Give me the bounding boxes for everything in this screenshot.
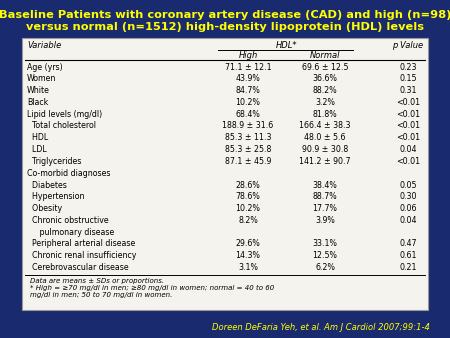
Text: 87.1 ± 45.9: 87.1 ± 45.9 bbox=[225, 157, 271, 166]
Text: White: White bbox=[27, 86, 50, 95]
Text: Black: Black bbox=[27, 98, 48, 107]
Text: 141.2 ± 90.7: 141.2 ± 90.7 bbox=[299, 157, 351, 166]
Text: HDL: HDL bbox=[27, 133, 48, 142]
Text: 69.6 ± 12.5: 69.6 ± 12.5 bbox=[302, 63, 348, 72]
Text: Chronic renal insufficiency: Chronic renal insufficiency bbox=[27, 251, 136, 260]
Text: 0.47: 0.47 bbox=[399, 240, 417, 248]
Text: 10.2%: 10.2% bbox=[235, 204, 261, 213]
Text: Co-morbid diagnoses: Co-morbid diagnoses bbox=[27, 169, 111, 178]
Text: 84.7%: 84.7% bbox=[236, 86, 261, 95]
Text: 3.9%: 3.9% bbox=[315, 216, 335, 225]
Text: 0.04: 0.04 bbox=[399, 145, 417, 154]
Text: 0.31: 0.31 bbox=[399, 86, 417, 95]
Text: 0.15: 0.15 bbox=[399, 74, 417, 83]
Text: mg/dl in men; 50 to 70 mg/dl in women.: mg/dl in men; 50 to 70 mg/dl in women. bbox=[30, 292, 172, 298]
Text: Baseline Patients with coronary artery disease (CAD) and high (n=98): Baseline Patients with coronary artery d… bbox=[0, 10, 450, 20]
Text: 85.3 ± 11.3: 85.3 ± 11.3 bbox=[225, 133, 271, 142]
Text: 68.4%: 68.4% bbox=[236, 110, 261, 119]
Text: 12.5%: 12.5% bbox=[313, 251, 338, 260]
Text: Data are means ± SDs or proportions.: Data are means ± SDs or proportions. bbox=[30, 277, 164, 284]
Text: <0.01: <0.01 bbox=[396, 110, 420, 119]
Text: 3.2%: 3.2% bbox=[315, 98, 335, 107]
Text: Cerebrovascular disease: Cerebrovascular disease bbox=[27, 263, 129, 272]
Text: 0.30: 0.30 bbox=[399, 192, 417, 201]
Text: 78.6%: 78.6% bbox=[236, 192, 261, 201]
Text: High: High bbox=[238, 50, 257, 59]
Text: 17.7%: 17.7% bbox=[313, 204, 338, 213]
Text: 0.23: 0.23 bbox=[399, 63, 417, 72]
Text: 88.2%: 88.2% bbox=[313, 86, 338, 95]
Text: Diabetes: Diabetes bbox=[27, 180, 67, 190]
Text: 6.2%: 6.2% bbox=[315, 263, 335, 272]
FancyBboxPatch shape bbox=[22, 38, 428, 310]
Text: 33.1%: 33.1% bbox=[313, 240, 338, 248]
Text: <0.01: <0.01 bbox=[396, 98, 420, 107]
Text: Peripheral arterial disease: Peripheral arterial disease bbox=[27, 240, 135, 248]
Text: Triglycerides: Triglycerides bbox=[27, 157, 81, 166]
Text: 38.4%: 38.4% bbox=[313, 180, 338, 190]
Text: Doreen DeFaria Yeh, et al. Am J Cardiol 2007;99:1-4: Doreen DeFaria Yeh, et al. Am J Cardiol … bbox=[212, 323, 430, 333]
Text: p Value: p Value bbox=[392, 42, 423, 50]
Text: 36.6%: 36.6% bbox=[313, 74, 338, 83]
Text: Women: Women bbox=[27, 74, 56, 83]
Text: 0.21: 0.21 bbox=[399, 263, 417, 272]
Text: 0.04: 0.04 bbox=[399, 216, 417, 225]
Text: 81.8%: 81.8% bbox=[313, 110, 338, 119]
Text: HDL*: HDL* bbox=[276, 42, 297, 50]
Text: Total cholesterol: Total cholesterol bbox=[27, 121, 96, 130]
Text: 71.1 ± 12.1: 71.1 ± 12.1 bbox=[225, 63, 271, 72]
Text: 10.2%: 10.2% bbox=[235, 98, 261, 107]
Text: 8.2%: 8.2% bbox=[238, 216, 258, 225]
Text: pulmonary disease: pulmonary disease bbox=[27, 228, 114, 237]
Text: LDL: LDL bbox=[27, 145, 47, 154]
Text: Variable: Variable bbox=[27, 42, 61, 50]
Text: 28.6%: 28.6% bbox=[236, 180, 261, 190]
Text: 3.1%: 3.1% bbox=[238, 263, 258, 272]
Text: 48.0 ± 5.6: 48.0 ± 5.6 bbox=[304, 133, 346, 142]
Text: Obesity: Obesity bbox=[27, 204, 62, 213]
Text: 88.7%: 88.7% bbox=[313, 192, 338, 201]
Text: Hypertension: Hypertension bbox=[27, 192, 85, 201]
Text: 14.3%: 14.3% bbox=[235, 251, 261, 260]
Text: Normal: Normal bbox=[310, 50, 340, 59]
Text: <0.01: <0.01 bbox=[396, 133, 420, 142]
Text: <0.01: <0.01 bbox=[396, 121, 420, 130]
Text: 90.9 ± 30.8: 90.9 ± 30.8 bbox=[302, 145, 348, 154]
Text: 166.4 ± 38.3: 166.4 ± 38.3 bbox=[299, 121, 351, 130]
Text: 0.06: 0.06 bbox=[399, 204, 417, 213]
Text: <0.01: <0.01 bbox=[396, 157, 420, 166]
Text: * High = ≥70 mg/dl in men; ≥80 mg/dl in women; normal = 40 to 60: * High = ≥70 mg/dl in men; ≥80 mg/dl in … bbox=[30, 285, 274, 291]
Text: 43.9%: 43.9% bbox=[236, 74, 261, 83]
Text: Chronic obstructive: Chronic obstructive bbox=[27, 216, 108, 225]
Text: 0.61: 0.61 bbox=[399, 251, 417, 260]
Text: 188.9 ± 31.6: 188.9 ± 31.6 bbox=[222, 121, 274, 130]
Text: 0.05: 0.05 bbox=[399, 180, 417, 190]
Text: 29.6%: 29.6% bbox=[236, 240, 261, 248]
Text: Age (yrs): Age (yrs) bbox=[27, 63, 63, 72]
Text: 85.3 ± 25.8: 85.3 ± 25.8 bbox=[225, 145, 271, 154]
Text: versus normal (n=1512) high-density lipoprotein (HDL) levels: versus normal (n=1512) high-density lipo… bbox=[26, 22, 424, 32]
Text: Lipid levels (mg/dl): Lipid levels (mg/dl) bbox=[27, 110, 102, 119]
